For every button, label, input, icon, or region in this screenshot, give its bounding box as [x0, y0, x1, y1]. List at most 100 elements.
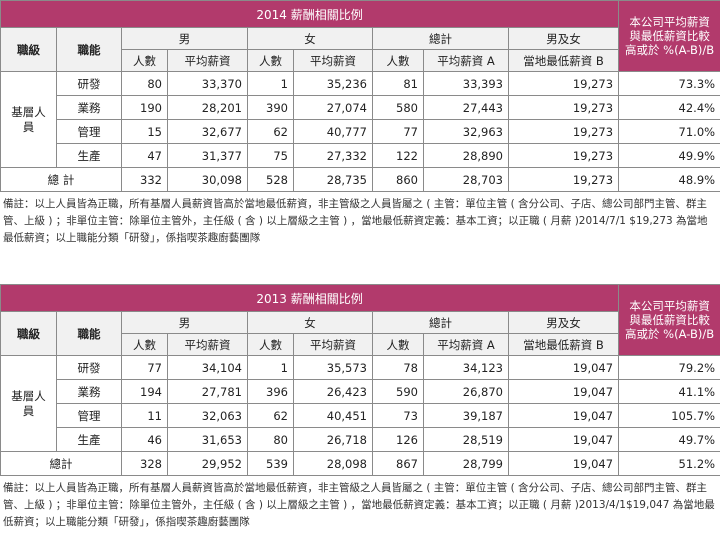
male-count-cell: 194 — [121, 379, 168, 404]
function-header: 職能 — [56, 311, 122, 356]
function-cell: 生產 — [56, 143, 122, 168]
total-avg-cell: 28,799 — [423, 451, 509, 476]
rank-header: 職級 — [0, 27, 57, 72]
category-cell: 基層人員 — [0, 71, 57, 168]
table-row: 管理 15 32,677 62 40,777 77 32,963 19,273 … — [1, 119, 720, 144]
total-count-cell: 73 — [372, 403, 424, 428]
table-row: 管理 11 32,063 62 40,451 73 39,187 19,047 … — [1, 403, 720, 428]
male-count-cell: 332 — [121, 167, 168, 192]
male-count-cell: 15 — [121, 119, 168, 144]
male-avg-cell: 30,098 — [167, 167, 248, 192]
total-count-cell: 78 — [372, 355, 424, 380]
female-count-cell: 528 — [247, 167, 294, 192]
total-avg-a-header: 平均薪資 A — [423, 333, 509, 356]
total-avg-cell: 26,870 — [423, 379, 509, 404]
total-avg-cell: 28,890 — [423, 143, 509, 168]
total-count-cell: 580 — [372, 95, 424, 120]
function-cell: 管理 — [56, 119, 122, 144]
min-wage-cell: 19,047 — [507, 451, 620, 476]
ratio-cell: 49.9% — [618, 143, 720, 168]
male-avg-cell: 31,653 — [167, 427, 248, 452]
male-avg-cell: 34,104 — [167, 355, 248, 380]
category-cell: 基層人員 — [0, 355, 57, 452]
male-avg-cell: 28,201 — [167, 95, 248, 120]
total-count-cell: 590 — [372, 379, 424, 404]
total-count-header: 人數 — [372, 333, 424, 356]
total-header: 總計 — [372, 27, 509, 50]
salary-table-2014: 2014 薪酬相關比例 本公司平均薪資與最低薪資比較高或於 %(A-B)/B 職… — [0, 0, 720, 192]
table-row: 基層人員 研發 77 34,104 1 35,573 78 34,123 19,… — [0, 355, 720, 452]
min-wage-cell: 19,273 — [507, 143, 620, 168]
min-wage-cell: 19,047 — [507, 355, 620, 380]
total-avg-cell: 28,703 — [423, 167, 509, 192]
function-cell: 研發 — [56, 71, 122, 96]
female-avg-cell: 28,735 — [293, 167, 373, 192]
female-count-cell: 396 — [247, 379, 294, 404]
ratio-column-header: 本公司平均薪資與最低薪資比較高或於 %(A-B)/B — [618, 284, 720, 356]
ratio-cell: 48.9% — [618, 167, 720, 192]
total-count-cell: 860 — [372, 167, 424, 192]
rank-header: 職級 — [0, 311, 57, 356]
female-count-cell: 62 — [247, 403, 294, 428]
ratio-cell: 73.3% — [618, 71, 720, 96]
male-avg-cell: 33,370 — [167, 71, 248, 96]
ratio-cell: 42.4% — [618, 95, 720, 120]
male-count-header: 人數 — [121, 49, 168, 72]
female-count-cell: 62 — [247, 119, 294, 144]
total-avg-cell: 33,393 — [423, 71, 509, 96]
both-header: 男及女 — [507, 311, 620, 334]
female-avg-cell: 40,451 — [293, 403, 373, 428]
male-avg-cell: 27,781 — [167, 379, 248, 404]
ratio-column-header: 本公司平均薪資與最低薪資比較高或於 %(A-B)/B — [618, 0, 720, 72]
male-avg-header: 平均薪資 — [167, 49, 248, 72]
total-label: 總計 — [0, 451, 122, 476]
table-row: 生產 46 31,653 80 26,718 126 28,519 19,047… — [1, 427, 720, 452]
total-header: 總計 — [372, 311, 509, 334]
total-count-cell: 81 — [372, 71, 424, 96]
total-label: 總 計 — [0, 167, 122, 192]
female-header: 女 — [247, 27, 373, 50]
male-avg-cell: 31,377 — [167, 143, 248, 168]
female-avg-header: 平均薪資 — [293, 333, 373, 356]
table-title: 2014 薪酬相關比例 — [0, 0, 620, 28]
female-avg-cell: 27,332 — [293, 143, 373, 168]
female-avg-cell: 26,423 — [293, 379, 373, 404]
total-count-header: 人數 — [372, 49, 424, 72]
footnote: 備註：以上人員皆為正職，所有基層人員薪資皆高於當地最低薪資，非主管級之人員皆屬之… — [3, 198, 708, 244]
table-row: 業務 194 27,781 396 26,423 590 26,870 19,0… — [1, 379, 720, 404]
footnote: 備註：以上人員皆為正職，所有基層人員薪資皆高於當地最低薪資，非主管級之人員皆屬之… — [3, 482, 715, 528]
function-cell: 業務 — [56, 95, 122, 120]
function-cell: 管理 — [56, 403, 122, 428]
male-count-cell: 11 — [121, 403, 168, 428]
total-avg-cell: 27,443 — [423, 95, 509, 120]
female-header: 女 — [247, 311, 373, 334]
ratio-cell: 79.2% — [618, 355, 720, 380]
male-count-cell: 46 — [121, 427, 168, 452]
ratio-cell: 41.1% — [618, 379, 720, 404]
table-row: 業務 190 28,201 390 27,074 580 27,443 19,2… — [1, 95, 720, 120]
female-count-cell: 1 — [247, 71, 294, 96]
total-count-cell: 126 — [372, 427, 424, 452]
function-cell: 業務 — [56, 379, 122, 404]
total-avg-cell: 28,519 — [423, 427, 509, 452]
male-count-cell: 190 — [121, 95, 168, 120]
total-count-cell: 867 — [372, 451, 424, 476]
female-count-cell: 390 — [247, 95, 294, 120]
total-avg-cell: 34,123 — [423, 355, 509, 380]
total-avg-cell: 39,187 — [423, 403, 509, 428]
table-title: 2013 薪酬相關比例 — [0, 284, 620, 312]
function-cell: 研發 — [56, 355, 122, 380]
total-row: 總計 328 29,952 539 28,098 867 28,799 19,0… — [0, 451, 720, 476]
min-wage-cell: 19,273 — [507, 71, 620, 96]
male-count-cell: 328 — [121, 451, 168, 476]
female-avg-cell: 40,777 — [293, 119, 373, 144]
total-avg-cell: 32,963 — [423, 119, 509, 144]
male-header: 男 — [121, 311, 248, 334]
total-row: 總 計 332 30,098 528 28,735 860 28,703 19,… — [0, 167, 720, 192]
male-count-cell: 80 — [121, 71, 168, 96]
salary-block-2014: 2014 薪酬相關比例 本公司平均薪資與最低薪資比較高或於 %(A-B)/B 職… — [0, 0, 720, 247]
min-wage-cell: 19,047 — [507, 403, 620, 428]
function-cell: 生產 — [56, 427, 122, 452]
ratio-cell: 71.0% — [618, 119, 720, 144]
total-avg-a-header: 平均薪資 A — [423, 49, 509, 72]
